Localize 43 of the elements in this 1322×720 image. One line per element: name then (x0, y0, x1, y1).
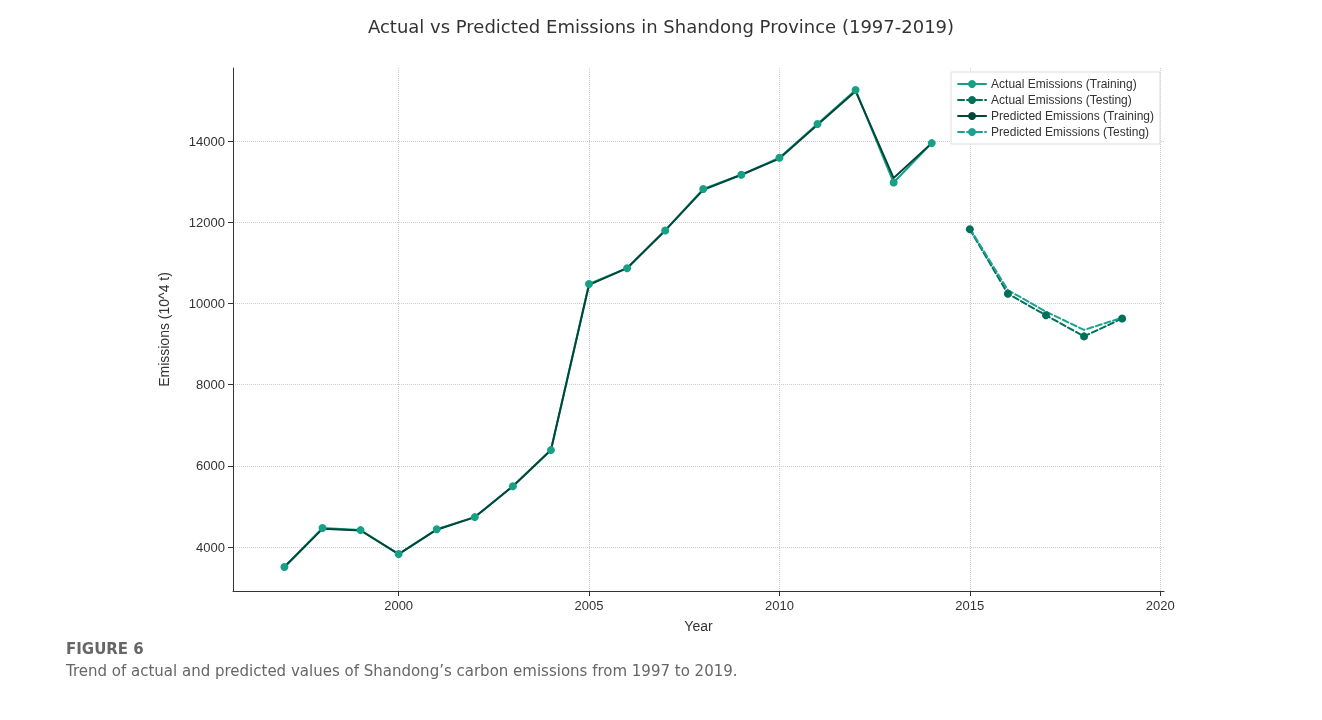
point (661, 226, 670, 235)
point (889, 178, 898, 187)
legend-label: Predicted Emissions (Testing) (991, 125, 1150, 139)
point (1118, 314, 1127, 323)
x-tick-label: 2000 (384, 598, 414, 613)
chart-title: Actual vs Predicted Emissions in Shandong Province (1997-2019) (367, 15, 955, 37)
point (546, 446, 555, 455)
legend-label: Actual Emissions (Testing) (991, 93, 1132, 107)
point (775, 153, 784, 162)
point (965, 225, 974, 234)
x-tick-label: 2010 (764, 598, 794, 613)
point (318, 524, 327, 533)
x-tick-label: 2020 (1145, 598, 1175, 613)
point (394, 550, 403, 559)
text: Trend of actual and predicted values of Shandong’s carbon emissions from 1997 to 2019. (66, 662, 739, 680)
y-tick-label: 14000 (188, 133, 225, 149)
legend-label: Actual Emissions (Training) (991, 77, 1137, 91)
y-axis-title: Emissions (10^4 t) (156, 272, 172, 387)
y-tick-label: 8000 (196, 377, 225, 393)
y-tick-label: 6000 (196, 458, 225, 474)
point (432, 525, 441, 534)
y-tick-label: 12000 (188, 214, 225, 230)
point (1041, 311, 1050, 320)
point (585, 280, 594, 289)
point (356, 526, 365, 535)
point (851, 85, 860, 94)
point (737, 170, 746, 179)
point (508, 482, 517, 491)
point (927, 139, 936, 148)
point (470, 513, 479, 522)
point (699, 185, 708, 193)
y-tick-label: 4000 (196, 539, 225, 555)
point (280, 563, 289, 572)
x-tick-label: 2015 (955, 598, 985, 613)
point (813, 120, 822, 129)
x-axis-title: Year (684, 618, 713, 634)
point (1003, 289, 1012, 298)
caption: FIGURE 6 (66, 640, 145, 658)
point (1080, 332, 1089, 341)
point (623, 264, 632, 273)
legend-label: Predicted Emissions (Training) (991, 109, 1155, 123)
x-tick-label: 2005 (574, 598, 604, 613)
y-tick-label: 10000 (188, 296, 225, 312)
